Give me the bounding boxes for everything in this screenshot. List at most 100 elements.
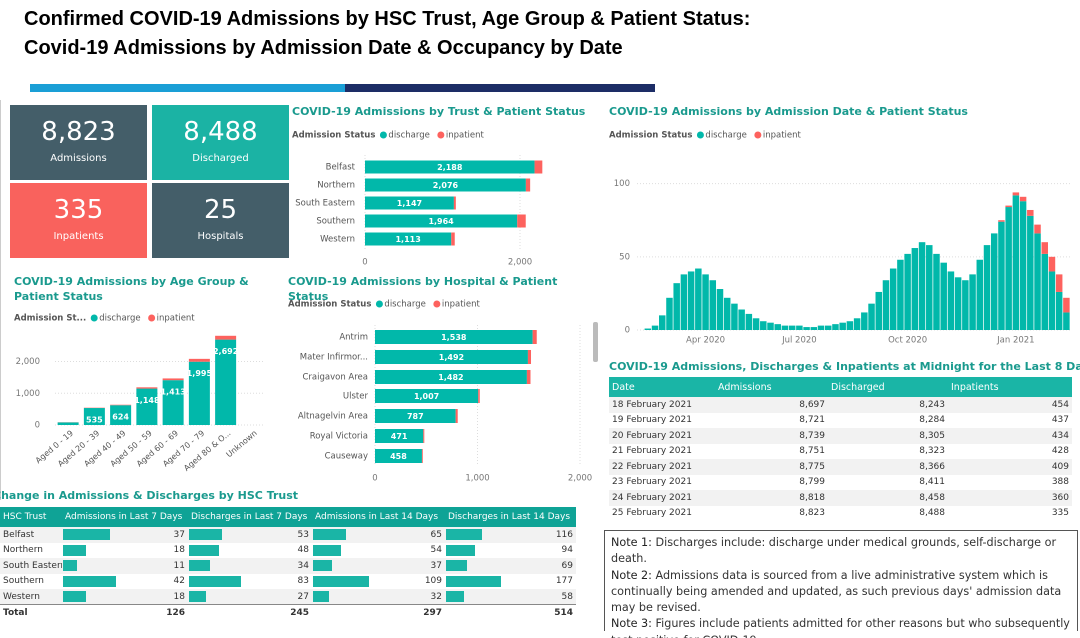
row-label: 24 February 2021: [612, 492, 692, 503]
table-cell: 8,751: [799, 446, 825, 457]
legend-marker: [375, 300, 383, 308]
note: Note 1: Discharges include: discharge un…: [611, 535, 1077, 568]
table-cell: 437: [1051, 415, 1069, 426]
bar-segment: [375, 350, 528, 364]
legend-marker: [90, 314, 98, 322]
x-tick-label: 2,000: [568, 474, 592, 484]
cell-value: 37: [173, 529, 185, 540]
legend-label: discharge: [388, 131, 429, 141]
column-segment: [933, 253, 940, 330]
table-cell: 8,305: [919, 430, 945, 441]
column-segment: [810, 327, 818, 330]
category-label: Mater Infirmor...: [300, 353, 368, 363]
table-row: 20 February 2021 8,739 8,305 434: [609, 428, 1072, 444]
data-label: 1,964: [428, 217, 454, 226]
note: Note 2: Admissions data is sourced from …: [611, 568, 1077, 617]
total-cell: 126: [166, 608, 185, 619]
cell-value: 58: [561, 591, 573, 602]
legend-label: discharge: [384, 300, 425, 310]
column-segment: [1063, 312, 1070, 330]
note-text: Figures include patients admitted for ot…: [611, 617, 1070, 638]
legend-title: Admission Status: [609, 131, 692, 141]
column-segment: [796, 325, 803, 330]
column-segment: [680, 274, 688, 330]
bar-segment: [375, 409, 456, 423]
notes-box: Note 1: Discharges include: discharge un…: [604, 530, 1078, 638]
data-bar: [189, 575, 242, 587]
cell-value: 27: [297, 591, 309, 602]
column-segment: [110, 405, 132, 425]
data-bar: [63, 529, 110, 540]
data-table: HSC Trust Admissions in Last 7 Days Discha…: [0, 507, 576, 622]
column-segment: [1012, 192, 1020, 196]
column-segment: [716, 289, 724, 330]
column-segment: [839, 322, 846, 330]
column-segment: [188, 358, 210, 362]
data-label: 1,482: [438, 373, 463, 382]
table-cell: 454: [1051, 399, 1069, 410]
data-label: 1,113: [395, 235, 420, 244]
x-tick-label: Aged 80 & O...: [182, 429, 232, 473]
table-cell: 8,323: [919, 446, 945, 457]
frame-line: [0, 100, 1, 500]
kpi-label: Inpatients: [53, 231, 104, 242]
data-bar: [446, 575, 502, 587]
category-label: South Eastern: [295, 199, 355, 209]
page-subtitle: Covid-19 Admissions by Admission Date & …: [24, 37, 623, 59]
data-label: 2,076: [433, 181, 459, 190]
legend-marker: [379, 131, 387, 139]
column-segment: [846, 321, 854, 330]
bar-segment: [478, 389, 480, 403]
table-cell: 94: [445, 543, 576, 559]
column-segment: [673, 283, 680, 330]
column-segment: [1034, 233, 1041, 330]
column-header: Discharges in Last 14 Days: [448, 512, 571, 522]
row-label: 18 February 2021: [612, 399, 692, 410]
table-cell: 8,799: [799, 477, 825, 488]
legend-title: Admission St...: [14, 314, 86, 324]
legend-label: inpatient: [157, 314, 196, 324]
table-cell: 83: [188, 574, 312, 590]
table-row: 24 February 2021 8,818 8,458 360: [609, 490, 1072, 506]
table-cell: 8,739: [799, 430, 825, 441]
chart-title: COVID-19 Admissions by Admission Date & …: [609, 105, 968, 118]
cell-value: 42: [173, 576, 185, 587]
kpi-card: 8,488 Discharged: [152, 105, 289, 180]
bar-segment: [365, 178, 526, 192]
column-segment: [136, 387, 158, 389]
data-bar: [63, 544, 86, 556]
data-bar: [189, 544, 220, 556]
table-title: COVID-19 Admissions, Discharges & Inpati…: [609, 360, 1080, 373]
column-header: Admissions in Last 7 Days: [65, 512, 183, 522]
table-cell: 388: [1051, 477, 1069, 488]
kpi-card: 8,823 Admissions: [10, 105, 147, 180]
cell-value: 34: [297, 560, 309, 571]
data-bar: [313, 544, 341, 556]
table-cell: 109: [312, 574, 445, 590]
column-header: Inpatients: [951, 381, 999, 393]
total-cell: 245: [290, 608, 309, 619]
bar-segment: [534, 160, 543, 174]
column-header: Date: [612, 381, 635, 393]
note-text: Discharges include: discharge under medi…: [611, 536, 1057, 566]
column-segment: [162, 378, 184, 381]
bar-segment: [423, 429, 425, 443]
legend-marker: [696, 131, 704, 139]
data-label: 2,188: [437, 163, 463, 172]
table-cell: 8,411: [919, 477, 945, 488]
data-label: 1,007: [414, 392, 439, 401]
category-label: Ulster: [343, 392, 369, 402]
total-cell: 297: [423, 608, 442, 619]
column-segment: [882, 280, 890, 330]
table-cell: 428: [1051, 446, 1069, 457]
data-bar: [446, 529, 483, 540]
category-label: Craigavon Area: [303, 373, 369, 383]
table-cell: 34: [188, 558, 312, 574]
data-bar: [189, 591, 206, 602]
column-segment: [824, 325, 832, 330]
table-row: 18 February 2021 8,697 8,243 454: [609, 397, 1072, 413]
scrollbar[interactable]: [593, 322, 598, 362]
y-tick-label: 2,000: [16, 357, 40, 367]
table-row: 25 February 2021 8,823 8,488 335: [609, 505, 1072, 521]
column-segment: [1048, 256, 1056, 272]
